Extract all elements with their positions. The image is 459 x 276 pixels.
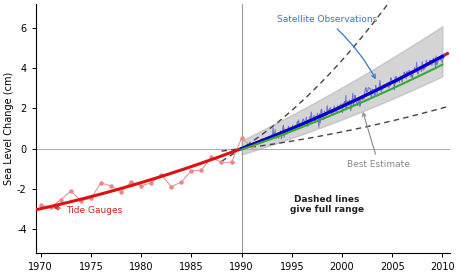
Text: Best Estimate: Best Estimate <box>346 113 409 169</box>
Text: Satellite Observations: Satellite Observations <box>276 15 376 78</box>
Text: Dashed lines
give full range: Dashed lines give full range <box>289 195 363 214</box>
Text: Tide Gauges: Tide Gauges <box>55 206 122 215</box>
Y-axis label: Sea Level Change (cm): Sea Level Change (cm) <box>4 72 14 185</box>
